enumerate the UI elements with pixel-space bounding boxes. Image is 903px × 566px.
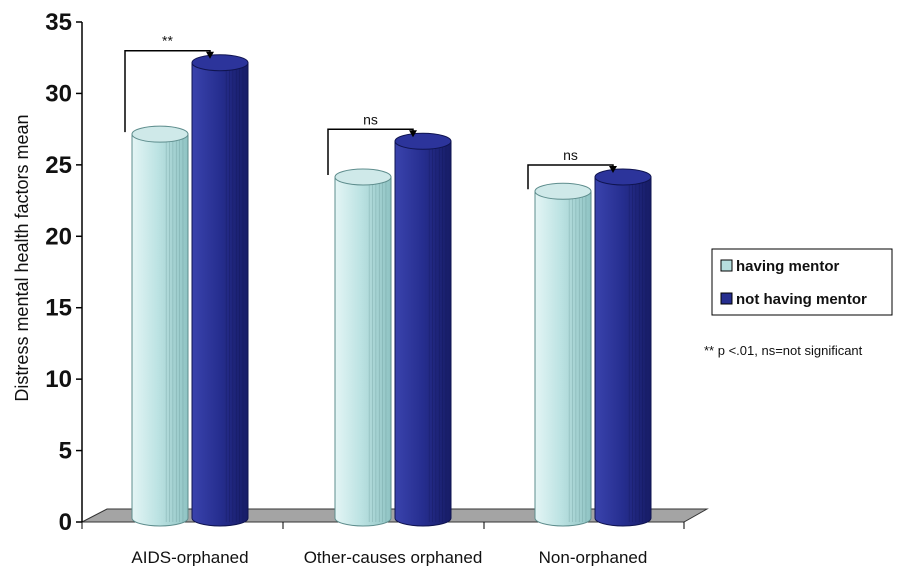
legend-label-having-mentor: having mentor — [736, 258, 840, 275]
significance-label: ns — [563, 147, 578, 163]
bar — [191, 54, 249, 527]
y-tick-label: 20 — [45, 223, 72, 250]
bar — [594, 168, 652, 527]
significance-bracket: ns — [527, 147, 617, 190]
y-tick-label: 35 — [45, 9, 72, 36]
y-axis-ticks: 0 5 10 15 20 25 30 35 — [45, 9, 82, 536]
significance-bracket: ** — [124, 33, 214, 133]
legend-swatch-having-mentor — [720, 259, 733, 272]
y-tick-label: 30 — [45, 80, 72, 107]
bar — [131, 125, 189, 527]
significance-label: ** — [162, 33, 173, 49]
y-axis-label: Distress mental health factors mean — [12, 114, 32, 401]
y-tick-label: 5 — [59, 438, 72, 465]
y-tick-label: 25 — [45, 152, 72, 179]
x-tick-label: AIDS-orphaned — [131, 548, 248, 566]
y-tick-label: 15 — [45, 295, 72, 322]
significance-bracket: ns — [327, 111, 417, 175]
significance-label: ns — [363, 111, 378, 127]
y-tick-label: 0 — [59, 509, 72, 536]
x-tick-label: Other-causes orphaned — [304, 548, 483, 566]
legend-label-not-having-mentor: not having mentor — [736, 291, 867, 308]
bar — [334, 168, 392, 527]
x-axis-ticks: AIDS-orphaned Other-causes orphaned Non-or… — [81, 522, 685, 566]
significance-brackets: ** ns ns — [124, 33, 617, 190]
x-tick-label: Non-orphaned — [539, 548, 648, 566]
legend-swatch-not-having-mentor — [720, 292, 733, 305]
legend-box — [711, 248, 893, 316]
significance-note: ** p <.01, ns=not significant — [704, 343, 863, 358]
y-tick-label: 10 — [45, 366, 72, 393]
bar — [394, 132, 452, 527]
bars — [131, 54, 652, 527]
bar — [534, 182, 592, 527]
